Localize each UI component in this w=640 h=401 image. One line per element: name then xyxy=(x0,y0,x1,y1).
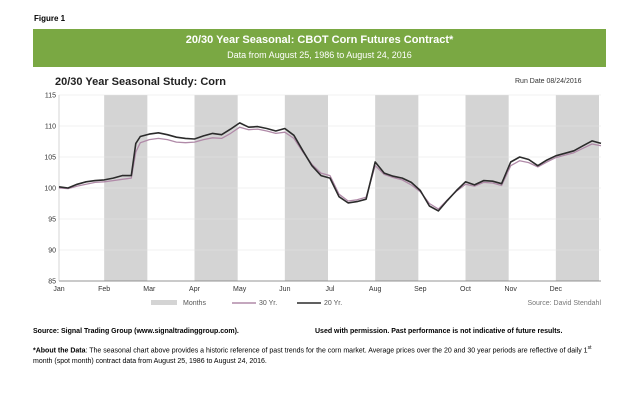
x-tick-label: Jul xyxy=(326,286,335,293)
x-tick-label: Nov xyxy=(504,286,517,293)
run-date: Run Date 08/24/2016 xyxy=(515,78,582,85)
x-tick-label: Jan xyxy=(53,286,64,293)
x-tick-label: Feb xyxy=(98,286,110,293)
y-tick-label: 105 xyxy=(44,155,56,162)
y-tick-label: 90 xyxy=(48,248,56,255)
x-tick-label: Mar xyxy=(143,286,156,293)
title-banner: 20/30 Year Seasonal: CBOT Corn Futures C… xyxy=(33,29,606,67)
legend-30yr-label: 30 Yr. xyxy=(259,300,277,307)
y-tick-label: 95 xyxy=(48,217,56,224)
about-data-note: *About the Data: The seasonal chart abov… xyxy=(33,343,603,367)
figure-label: Figure 1 xyxy=(34,14,66,23)
about-text-sup: st xyxy=(587,345,592,351)
x-tick-label: Oct xyxy=(460,286,471,293)
y-tick-label: 110 xyxy=(45,124,56,131)
chart-title: 20/30 Year Seasonal Study: Corn xyxy=(55,76,226,88)
banner-title: 20/30 Year Seasonal: CBOT Corn Futures C… xyxy=(185,34,454,46)
series-line-30yr xyxy=(58,126,602,210)
y-tick-label: 85 xyxy=(48,279,56,286)
source-credit: Source: David Stendahl xyxy=(527,300,601,307)
x-tick-label: Apr xyxy=(189,286,201,293)
about-label: *About the Data xyxy=(33,347,86,355)
series-line-20yr xyxy=(58,122,602,212)
about-text-pre: : The seasonal chart above provides a hi… xyxy=(85,347,588,355)
banner-subtitle: Data from August 25, 1986 to August 24, … xyxy=(227,50,412,60)
y-tick-label: 115 xyxy=(45,93,56,100)
chart-area: 85 90 95 100 105 110 115 Jan Feb Mar Apr May Jun Jul A… xyxy=(33,70,606,318)
permission-note: Used with permission. Past performance i… xyxy=(315,328,563,335)
about-text-post: month (spot month) contract data from Au… xyxy=(33,358,267,366)
source-note: Source: Signal Trading Group (www.signal… xyxy=(33,328,239,335)
x-tick-label: Sep xyxy=(414,286,427,293)
x-tick-label: Dec xyxy=(550,286,563,293)
legend-20yr-label: 20 Yr. xyxy=(324,300,342,307)
x-tick-label: Aug xyxy=(369,286,382,293)
legend-months-swatch xyxy=(151,300,177,305)
y-tick-label: 100 xyxy=(44,186,56,193)
seasonal-chart: 85 90 95 100 105 110 115 Jan Feb Mar Apr May Jun Jul A… xyxy=(44,93,602,308)
x-tick-label: May xyxy=(233,286,247,293)
legend-months-label: Months xyxy=(183,300,206,307)
x-tick-label: Jun xyxy=(279,286,290,293)
